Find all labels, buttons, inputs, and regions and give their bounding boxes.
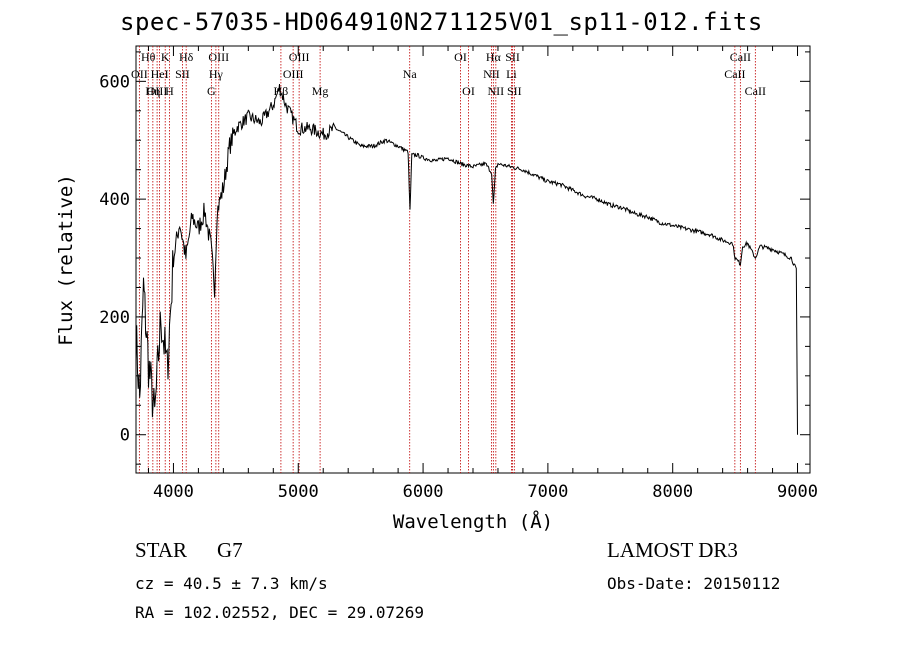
x-tick-label-1: 5000 [278, 482, 319, 502]
y-tick-label-3: 600 [99, 72, 130, 92]
y-tick-label-2: 400 [99, 190, 130, 210]
object-subclass: G7 [217, 538, 243, 562]
ra-dec: RA = 102.02552, DEC = 29.07269 [135, 603, 424, 622]
line-label-27: CaII [745, 84, 766, 98]
line-label-11: G [207, 84, 216, 98]
line-label-20: NII [483, 67, 500, 81]
line-label-21: NII [488, 84, 505, 98]
object-class: STAR [135, 538, 187, 562]
x-tick-label-0: 4000 [153, 482, 194, 502]
x-tick-label-4: 8000 [652, 482, 693, 502]
line-label-5: Hη [145, 84, 160, 98]
line-label-26: CaII [724, 67, 745, 81]
line-label-25: CaII [730, 50, 751, 64]
emission-line-markers [138, 46, 756, 473]
line-label-18: OI [462, 84, 475, 98]
y-tick-label-0: 0 [120, 426, 130, 446]
line-label-9: OIII [208, 50, 229, 64]
spectrum-line [135, 83, 798, 435]
obs-date: Obs-Date: 20150112 [607, 574, 781, 593]
axis-ticks: 4000 5000 6000 7000 8000 9000 0 200 400 600 [99, 46, 818, 502]
line-label-19: Hα [486, 50, 502, 64]
line-label-16: Na [403, 67, 418, 81]
x-tick-label-2: 6000 [403, 482, 444, 502]
line-label-22: SII [505, 50, 520, 64]
line-label-7: H [165, 84, 174, 98]
line-label-3: K [161, 50, 170, 64]
plot-frame [135, 45, 811, 474]
line-label-17: OI [454, 50, 467, 64]
line-label-23: Li [506, 67, 517, 81]
x-axis-label: Wavelength (Å) [393, 510, 553, 533]
line-label-8: Hδ [179, 50, 194, 64]
line-label-14: OIII [283, 67, 304, 81]
line-label-6: SII [175, 67, 190, 81]
line-label-1: OII [131, 67, 148, 81]
line-label-10: Hγ [209, 67, 224, 81]
spectrum-series [135, 83, 798, 435]
y-axis-label: Flux (relative) [55, 174, 77, 346]
object-class-line: STAR G7 [135, 538, 243, 563]
survey-name: LAMOST DR3 [607, 538, 738, 562]
line-label-15: Mg [312, 84, 329, 98]
x-tick-label-3: 7000 [527, 482, 568, 502]
line-label-0: Hθ [141, 50, 156, 64]
line-label-2: OIII [147, 84, 168, 98]
redshift-line: cz = 40.5 ± 7.3 km/s [135, 574, 328, 593]
x-tick-label-5: 9000 [777, 482, 818, 502]
y-tick-label-1: 200 [99, 308, 130, 328]
plot-title: spec-57035-HD064910N271125V01_sp11-012.f… [120, 8, 763, 36]
line-label-4: HeI [151, 67, 169, 81]
line-label-13: OIII [289, 50, 310, 64]
line-label-24: SII [507, 84, 522, 98]
